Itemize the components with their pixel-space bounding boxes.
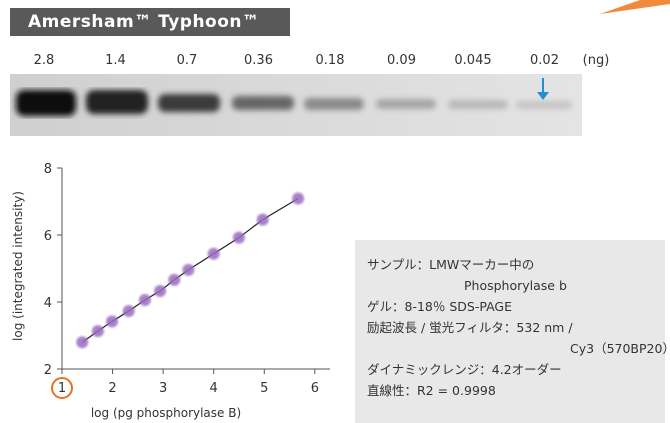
lane-label: 0.18: [316, 53, 345, 68]
lane-label: 0.09: [387, 53, 416, 68]
lane-label: 1.4: [105, 53, 126, 68]
info-line: Phosphorylase b: [367, 275, 665, 296]
page: {"header": {"title": "Amersham™ Typhoon™…: [0, 0, 670, 423]
info-line: ダイナミックレンジ：4.2オーダー: [367, 359, 665, 380]
point: [292, 192, 304, 204]
info-line: 励起波長 / 蛍光フィルタ：532 nm /: [367, 317, 665, 338]
point: [106, 315, 118, 327]
corner-arrow: [600, 0, 670, 14]
x-tick-label: 5: [260, 381, 268, 396]
info-line: 直線性：R2 = 0.9998: [367, 380, 665, 401]
y-tick-label: 2: [44, 363, 52, 378]
point: [123, 305, 135, 317]
lane-label: 0.36: [244, 53, 273, 68]
lane-label: 2.8: [34, 53, 55, 68]
point: [257, 214, 269, 226]
x-tick-label: 1: [58, 381, 66, 396]
point: [233, 232, 245, 244]
point: [208, 248, 220, 260]
info-line: Cy3（570BP20）: [367, 338, 665, 359]
point: [76, 336, 88, 348]
point: [154, 285, 166, 297]
x-tick-label: 6: [311, 381, 319, 396]
info-box: サンプル：LMWマーカー中の Phosphorylase b ゲル：8-18％ …: [355, 240, 665, 423]
info-line: サンプル：LMWマーカー中の: [367, 254, 665, 275]
info-line: ゲル：8-18％ SDS-PAGE: [367, 296, 665, 317]
point: [92, 325, 104, 337]
point: [182, 264, 194, 276]
lane-label: 0.7: [177, 53, 198, 68]
y-tick-label: 6: [44, 229, 52, 244]
lane-label: 0.02: [530, 53, 559, 68]
x-axis-label: log (pg phosphorylase B): [91, 406, 241, 420]
lane-unit: (ng): [583, 53, 610, 68]
lane-label: 0.045: [454, 53, 491, 68]
y-axis-label: log (integrated intensity): [11, 191, 25, 341]
point: [139, 294, 151, 306]
x-tick-label: 4: [210, 381, 218, 396]
x-tick-label: 3: [159, 381, 167, 396]
y-tick-label: 4: [44, 296, 52, 311]
y-tick-label: 8: [44, 162, 52, 177]
point: [168, 274, 180, 286]
x-tick-label: 2: [108, 381, 116, 396]
